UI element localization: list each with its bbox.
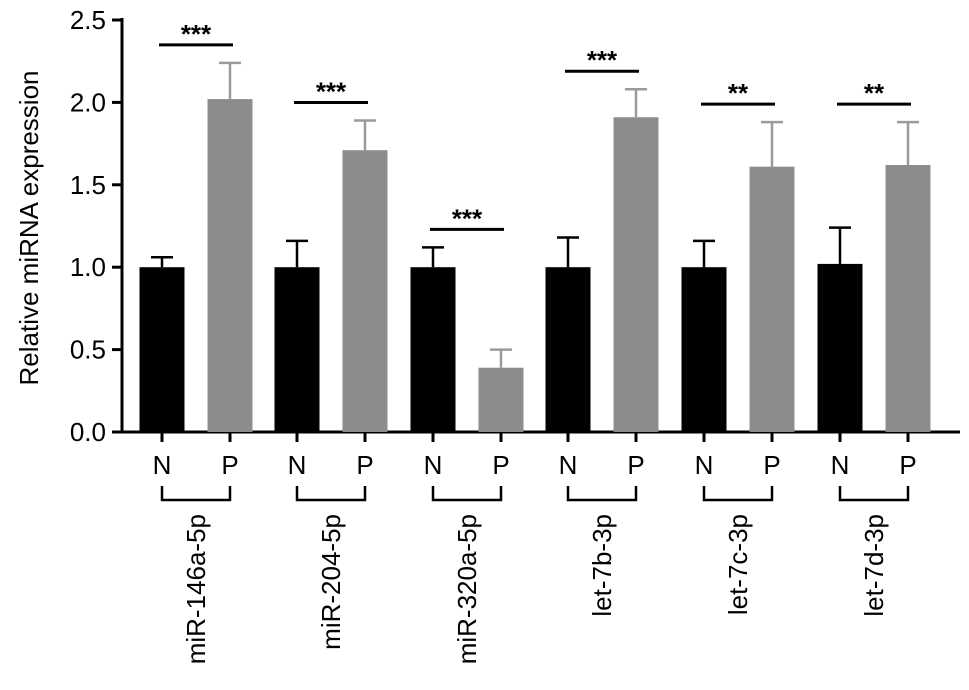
y-tick-label: 1.0	[70, 252, 106, 282]
significance-stars: **	[728, 78, 749, 108]
group-bracket	[566, 486, 638, 502]
group-bracket	[160, 486, 232, 502]
group-label-n: N	[831, 450, 850, 480]
group-bracket	[838, 486, 910, 502]
group-label-n: N	[424, 450, 443, 480]
x-category-label: miR-320a-5p	[452, 514, 482, 664]
bar-p	[885, 165, 931, 433]
group-label-p: P	[763, 450, 780, 480]
significance-stars: ***	[452, 203, 483, 233]
x-category-label: let-7c-3p	[723, 514, 753, 615]
group-label-n: N	[695, 450, 714, 480]
x-category-label: miR-146a-5p	[181, 514, 211, 664]
group-label-p: P	[492, 450, 509, 480]
group-label-n: N	[559, 450, 578, 480]
bar-n	[817, 263, 863, 432]
y-axis-label: Relative miRNA expression	[14, 70, 44, 385]
bar-n	[274, 267, 320, 432]
group-bracket	[431, 486, 503, 502]
bar-n	[139, 267, 185, 432]
significance-stars: ***	[181, 19, 212, 49]
bar-n	[410, 267, 456, 432]
group-label-p: P	[899, 450, 916, 480]
y-tick-label: 0.0	[70, 417, 106, 447]
y-tick-label: 1.5	[70, 170, 106, 200]
group-bracket	[702, 486, 774, 502]
x-category-label: let-7b-3p	[587, 514, 617, 617]
bar-n	[545, 267, 591, 432]
significance-stars: ***	[316, 77, 347, 107]
significance-stars: ***	[587, 45, 618, 75]
bar-p	[342, 150, 388, 432]
group-label-p: P	[221, 450, 238, 480]
bar-p	[613, 117, 659, 433]
bar-n	[681, 267, 727, 432]
group-label-p: P	[356, 450, 373, 480]
group-bracket	[295, 486, 367, 502]
y-tick-label: 0.5	[70, 335, 106, 365]
bar-p	[207, 99, 253, 432]
y-tick-label: 2.0	[70, 87, 106, 117]
significance-stars: **	[864, 78, 885, 108]
bar-p	[478, 367, 524, 432]
group-label-n: N	[288, 450, 307, 480]
y-tick-label: 2.5	[70, 5, 106, 35]
group-label-p: P	[627, 450, 644, 480]
plot-area: 0.0 0.5 1.0 1.5 2.0 2.5 N P *** miR-146a-5p N P *** m…	[70, 5, 960, 664]
bar-p	[749, 166, 795, 432]
x-category-label: miR-204-5p	[316, 514, 346, 650]
x-category-label: let-7d-3p	[859, 514, 889, 617]
group-label-n: N	[153, 450, 172, 480]
